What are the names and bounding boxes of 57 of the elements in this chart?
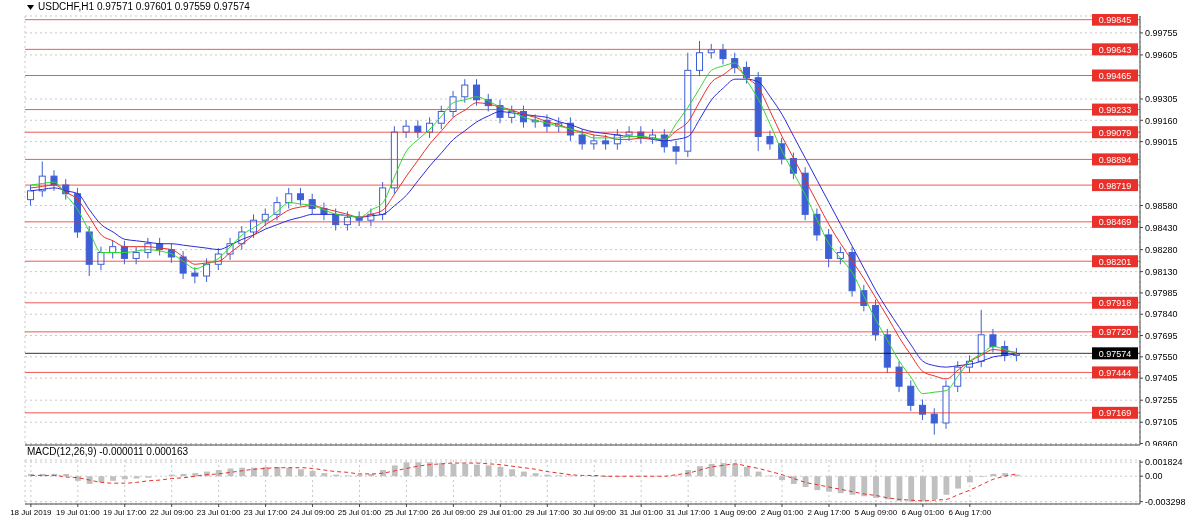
y-tick-label: 0.00 xyxy=(1145,471,1163,482)
y-tick-label: 0.97550 xyxy=(1145,352,1178,363)
ref-line-label: 0.99233 xyxy=(1098,105,1132,116)
ref-line-label: 0.99845 xyxy=(1098,15,1132,26)
x-tick-label: 19 Jul 17:00 xyxy=(102,507,148,517)
ref-line-label: 0.97720 xyxy=(1098,327,1132,338)
x-tick-label: 19 Jul 01:00 xyxy=(56,507,101,517)
y-tick-label: 0.98280 xyxy=(1145,244,1178,255)
x-tick-label: 5 Aug 09:00 xyxy=(854,507,898,517)
x-tick-label: 18 Jul 2019 xyxy=(10,507,53,517)
x-tick-label: 29 Jul 17:00 xyxy=(525,507,570,517)
ref-line-label: 0.97444 xyxy=(1098,367,1132,378)
y-tick-label: 0.97985 xyxy=(1145,288,1178,299)
y-tick-label: 0.96960 xyxy=(1145,438,1178,449)
ref-line-label: 0.99079 xyxy=(1098,127,1132,138)
x-tick-label: 23 Jul 17:00 xyxy=(243,507,288,517)
y-tick-label: 0.98580 xyxy=(1145,200,1178,211)
x-tick-label: 6 Aug 01:00 xyxy=(901,507,945,517)
x-tick-label: 26 Jul 09:00 xyxy=(431,507,476,517)
y-tick-label: 0.99755 xyxy=(1145,28,1178,39)
x-tick-label: 25 Jul 01:00 xyxy=(337,507,382,517)
x-tick-label: 31 Jul 17:00 xyxy=(666,507,711,517)
x-tick-label: 29 Jul 01:00 xyxy=(478,507,523,517)
y-tick-label: -0.003298 xyxy=(1145,496,1186,507)
y-tick-label: 0.97105 xyxy=(1145,417,1178,428)
y-tick-label: 0.99160 xyxy=(1145,115,1178,126)
ref-line-label: 0.99465 xyxy=(1098,71,1132,81)
y-tick-label: 0.97695 xyxy=(1145,330,1178,341)
x-tick-label: 22 Jul 09:00 xyxy=(149,507,195,517)
x-tick-label: 23 Jul 01:00 xyxy=(196,507,241,517)
ref-line-label: 0.98469 xyxy=(1098,217,1132,228)
chart-title: USDCHF,H1 0.97571 0.97601 0.97559 0.97574 xyxy=(38,0,250,14)
y-tick-label: 0.97405 xyxy=(1145,373,1178,384)
y-tick-label: 0.97840 xyxy=(1145,309,1178,320)
y-tick-label: 0.98130 xyxy=(1145,266,1178,277)
x-tick-label: 2 Aug 17:00 xyxy=(807,507,851,517)
y-tick-label: 0.99605 xyxy=(1145,50,1178,61)
ref-line-label: 0.97574 xyxy=(1098,348,1132,359)
x-tick-label: 1 Aug 09:00 xyxy=(713,507,757,517)
ref-line-label: 0.97918 xyxy=(1098,298,1132,309)
ref-line-label: 0.97169 xyxy=(1098,408,1132,419)
ref-line-label: 0.98894 xyxy=(1098,154,1132,165)
y-tick-label: 0.99305 xyxy=(1145,94,1178,105)
x-tick-label: 6 Aug 17:00 xyxy=(948,507,992,517)
x-tick-label: 25 Jul 17:00 xyxy=(384,507,429,517)
x-tick-label: 2 Aug 01:00 xyxy=(760,507,804,517)
y-tick-label: 0.98430 xyxy=(1145,222,1178,233)
ref-line-label: 0.99643 xyxy=(1098,44,1132,55)
x-tick-label: 31 Jul 01:00 xyxy=(619,507,664,517)
y-tick-label: 0.001824 xyxy=(1145,457,1183,468)
x-tick-label: 30 Jul 09:00 xyxy=(572,507,617,517)
chart-title: MACD(12,26,9) -0.000011 0.000163 xyxy=(27,446,189,458)
x-tick-label: 24 Jul 09:00 xyxy=(290,507,335,517)
ref-line-label: 0.98201 xyxy=(1098,256,1132,267)
ref-line-label: 0.98719 xyxy=(1098,180,1132,191)
y-tick-label: 0.97255 xyxy=(1145,395,1178,406)
y-tick-label: 0.99015 xyxy=(1145,136,1178,147)
